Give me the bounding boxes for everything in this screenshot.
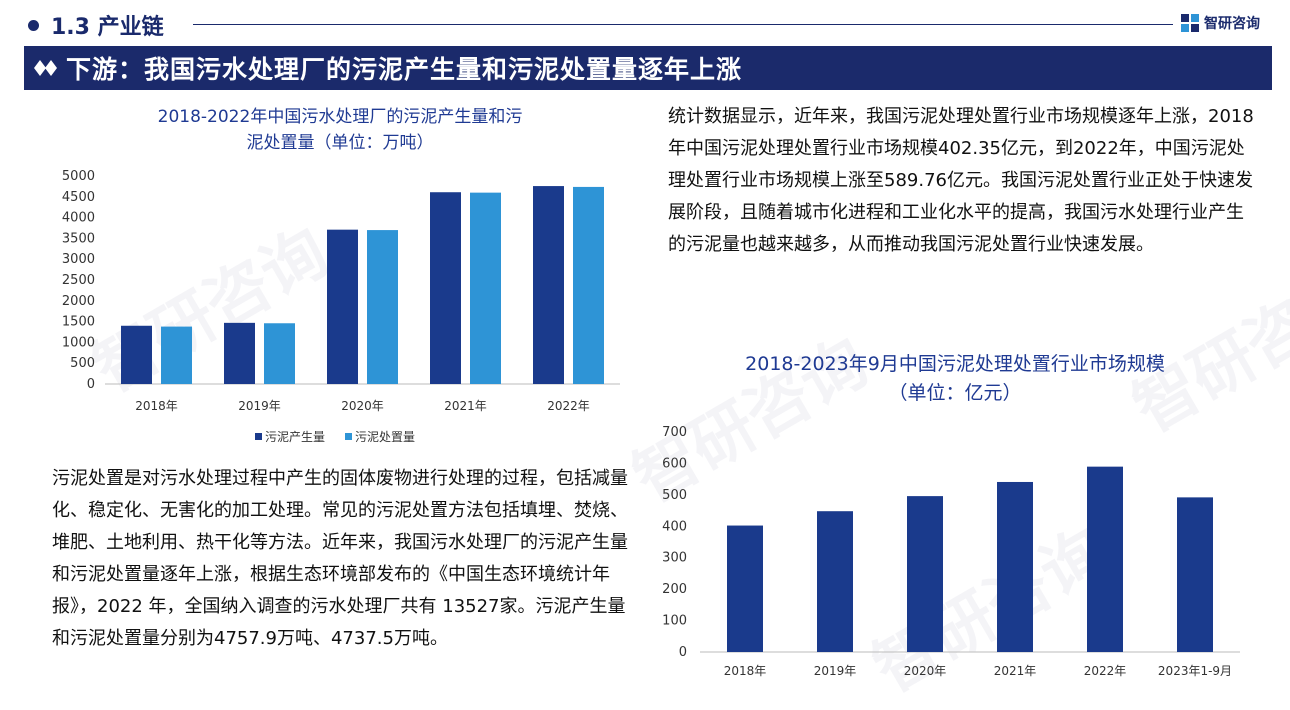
brand-logo: 智研咨询 (1180, 13, 1260, 33)
left-chart-title-line1: 2018-2022年中国污水处理厂的污泥产生量和污 (157, 107, 523, 127)
logo-text: 智研咨询 (1204, 16, 1260, 32)
x-tick-label: 2018年 (724, 664, 767, 678)
y-tick-label: 3500 (62, 231, 95, 246)
x-tick-label: 2020年 (904, 664, 947, 678)
bar-sludge-disposed (470, 192, 501, 384)
y-tick-label: 300 (662, 551, 687, 566)
x-tick-label: 2021年 (444, 399, 487, 413)
right-chart-title-line2: （单位：亿元） (888, 382, 1022, 404)
legend-swatch (255, 433, 262, 440)
legend-label: 污泥处置量 (355, 430, 415, 444)
legend-label: 污泥产生量 (265, 430, 325, 444)
right-bar-chart: 0 100 200 300 400 500 600 700 2018年 2019年 2020年 202… (662, 425, 1240, 678)
y-tick-label: 700 (662, 425, 687, 440)
x-tick-label: 2022年 (547, 399, 590, 413)
y-tick-label: 500 (662, 488, 687, 503)
bar-sludge-disposed (367, 230, 398, 384)
bar-market-size (997, 481, 1033, 652)
logo-icon (1181, 14, 1199, 32)
x-tick-label: 2023年1-9月 (1158, 664, 1232, 678)
x-tick-label: 2019年 (814, 664, 857, 678)
watermark: 智研咨询 (1121, 255, 1290, 448)
right-paragraph: 统计数据显示，近年来，我国污泥处理处置行业市场规模逐年上涨，2018年中国污泥处… (668, 106, 1254, 255)
section-title-text: 1.3 产业链 (51, 15, 164, 40)
y-tick-label: 1000 (62, 335, 95, 350)
y-tick-label: 100 (662, 614, 687, 629)
y-tick-label: 0 (679, 645, 687, 660)
header-divider (193, 24, 1173, 25)
right-chart-title-line1: 2018-2023年9月中国污泥处理处置行业市场规模 (745, 353, 1165, 375)
x-tick-label: 2021年 (994, 664, 1037, 678)
y-tick-label: 2000 (62, 294, 95, 309)
x-tick-label: 2019年 (238, 399, 281, 413)
banner-title: 下游：我国污水处理厂的污泥产生量和污泥处置量逐年上涨 (66, 55, 743, 84)
left-chart-title-line2: 泥处置量（单位：万吨） (246, 133, 434, 153)
double-diamond-icon (34, 60, 57, 76)
section-title: 1.3 产业链 (28, 9, 164, 41)
bar-market-size (907, 496, 943, 652)
y-tick-label: 4500 (62, 190, 95, 205)
y-tick-label: 2500 (62, 273, 95, 288)
x-tick-label: 2018年 (135, 399, 178, 413)
bar-sludge-generated (430, 192, 461, 384)
y-tick-label: 200 (662, 582, 687, 597)
left-chart-title: 2018-2022年中国污水处理厂的污泥产生量和污 泥处置量（单位：万吨） (90, 104, 590, 156)
bullet-dot-icon (28, 19, 39, 31)
bar-sludge-generated (533, 186, 564, 384)
bar-sludge-disposed (161, 326, 192, 384)
y-tick-label: 500 (70, 356, 95, 371)
x-tick-label: 2022年 (1084, 664, 1127, 678)
left-paragraph: 污泥处置是对污水处理过程中产生的固体废物进行处理的过程，包括减量化、稳定化、无害… (52, 468, 628, 649)
header: 1.3 产业链 智研咨询 (0, 0, 1290, 46)
bar-sludge-disposed (573, 186, 604, 384)
right-chart-title: 2018-2023年9月中国污泥处理处置行业市场规模 （单位：亿元） (700, 350, 1210, 408)
bar-market-size (817, 511, 853, 652)
y-tick-label: 5000 (62, 169, 95, 184)
y-tick-label: 600 (662, 456, 687, 471)
left-bar-chart: 0 500 1000 1500 2000 2500 3000 3500 4000 4500 5000… (62, 169, 620, 444)
y-tick-label: 0 (87, 377, 95, 392)
page-banner: 下游：我国污水处理厂的污泥产生量和污泥处置量逐年上涨 (24, 46, 1272, 90)
y-tick-label: 4000 (62, 211, 95, 226)
y-tick-label: 3000 (62, 252, 95, 267)
bar-market-size (1087, 466, 1123, 652)
bar-sludge-generated (121, 325, 152, 384)
bar-sludge-generated (327, 229, 358, 384)
bar-market-size (727, 525, 763, 652)
bar-market-size (1177, 497, 1213, 652)
legend-swatch (345, 433, 352, 440)
y-tick-label: 400 (662, 519, 687, 534)
y-tick-label: 1500 (62, 315, 95, 330)
x-tick-label: 2020年 (341, 399, 384, 413)
bar-sludge-disposed (264, 323, 295, 384)
bar-sludge-generated (224, 322, 255, 384)
